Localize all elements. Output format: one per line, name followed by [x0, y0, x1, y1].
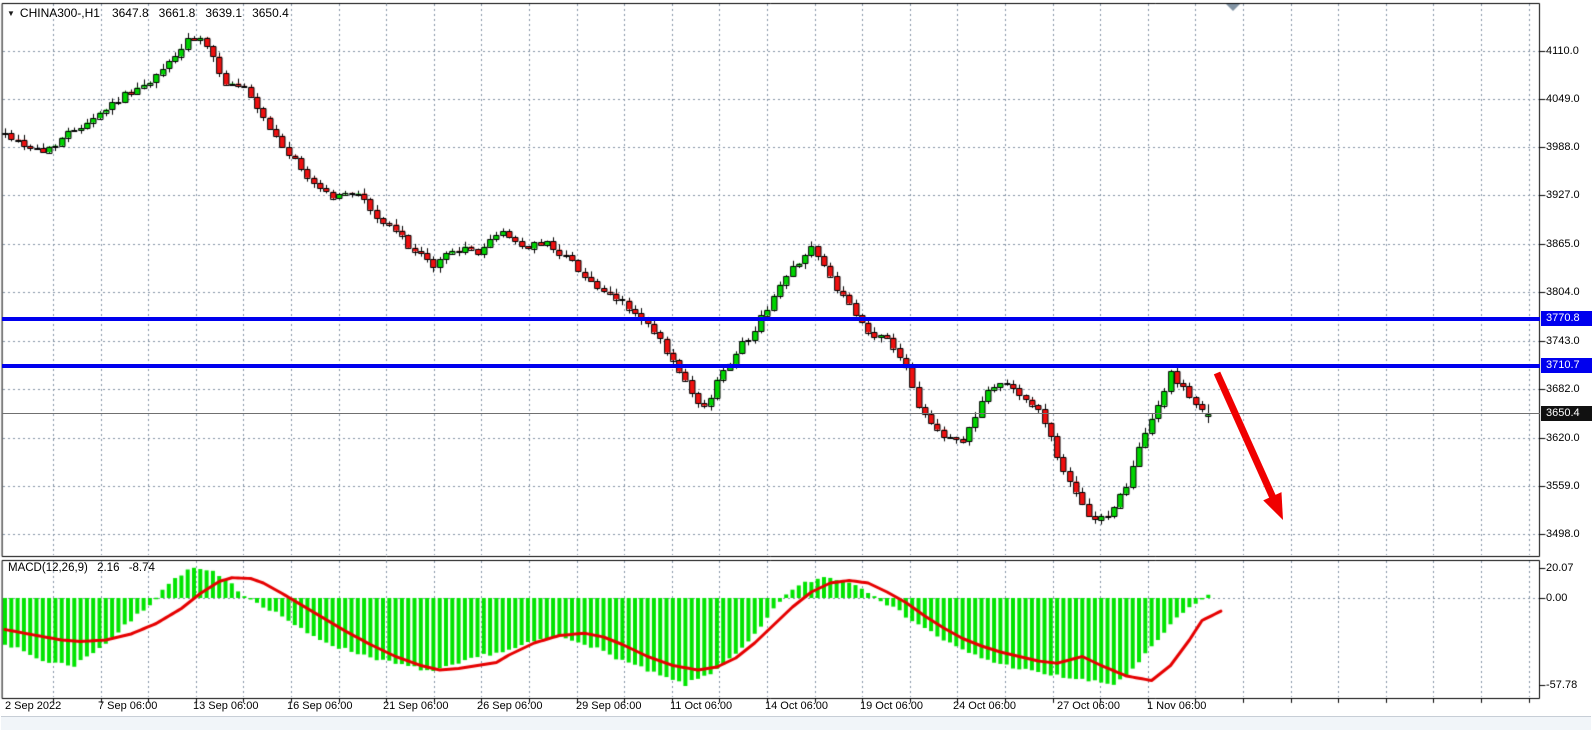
- support-line[interactable]: [2, 364, 1540, 369]
- resistance-line[interactable]: [2, 316, 1540, 321]
- status-strip: [1, 716, 1591, 730]
- support-price-badge: 3710.7: [1541, 358, 1592, 374]
- price-tick-label: 3682.0: [1546, 382, 1580, 395]
- time-tick-label: 14 Oct 06:00: [765, 700, 828, 712]
- open-value: 3647.8: [111, 6, 149, 20]
- time-tick-label: 13 Sep 06:00: [193, 700, 259, 712]
- macd-tick-label: 20.07: [1546, 561, 1574, 574]
- price-tick-label: 3988.0: [1546, 141, 1580, 154]
- macd-tick-label: 0.00: [1546, 592, 1568, 604]
- time-tick-label: 21 Sep 06:00: [383, 700, 449, 712]
- last-price-badge: 3650.4: [1541, 405, 1592, 421]
- macd-signal-value: -8.74: [128, 562, 155, 574]
- price-tick-label: 3620.0: [1546, 431, 1580, 444]
- resistance-price-badge: 3770.8: [1541, 310, 1592, 326]
- macd-tick-label: -57.78: [1546, 678, 1578, 691]
- price-tick-label: 4110.0: [1546, 45, 1579, 57]
- symbol-timeframe-label: CHINA300-,H1: [19, 6, 100, 20]
- price-tick-label: 3927.0: [1546, 189, 1580, 202]
- price-tick-label: 4049.0: [1546, 93, 1580, 106]
- close-value: 3650.4: [252, 6, 289, 20]
- macd-main-value: 2.16: [97, 562, 120, 574]
- symbol-dropdown-icon[interactable]: ▼: [7, 8, 15, 18]
- time-tick-label: 1 Nov 06:00: [1147, 700, 1207, 712]
- time-tick-label: 16 Sep 06:00: [287, 700, 353, 712]
- price-tick-label: 3559.0: [1546, 479, 1580, 492]
- macd-label: MACD(12,26,9) 2.16 -8.74: [8, 562, 161, 574]
- chart-header: ▼ CHINA300-,H1 3647.8 3661.8 3639.1 3650…: [7, 6, 299, 20]
- high-value: 3661.8: [158, 6, 196, 20]
- time-tick-label: 2 Sep 2022: [5, 700, 62, 712]
- time-tick-label: 11 Oct 06:00: [670, 700, 733, 712]
- time-tick-label: 19 Oct 06:00: [860, 700, 923, 712]
- price-tick-label: 3498.0: [1546, 527, 1580, 540]
- time-tick-label: 27 Oct 06:00: [1057, 700, 1120, 712]
- time-tick-label: 26 Sep 06:00: [477, 700, 543, 712]
- time-tick-label: 7 Sep 06:00: [98, 700, 158, 712]
- price-tick-label: 3865.0: [1546, 238, 1580, 251]
- low-value: 3639.1: [205, 6, 243, 20]
- price-tick-label: 3804.0: [1546, 286, 1580, 299]
- price-tick-label: 3743.0: [1546, 334, 1580, 347]
- macd-name: MACD(12,26,9): [8, 562, 88, 574]
- time-tick-label: 24 Oct 06:00: [953, 700, 1016, 712]
- time-tick-label: 29 Sep 06:00: [576, 700, 642, 712]
- last-price-line: [2, 413, 1540, 415]
